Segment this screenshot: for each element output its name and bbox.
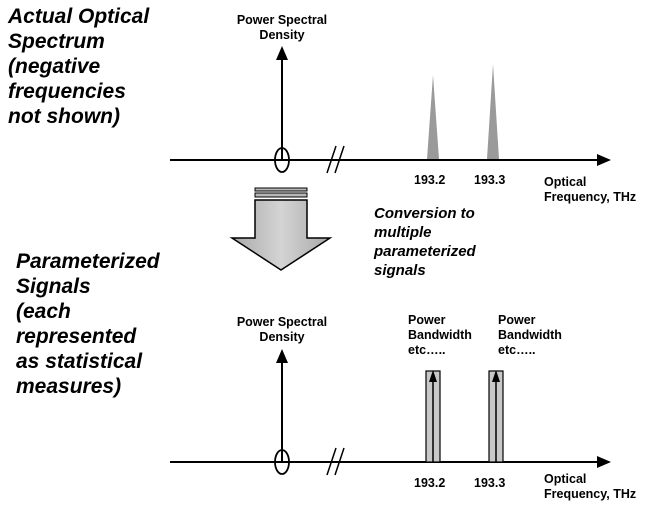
bottom-freq-label-1: 193.2 bbox=[414, 476, 446, 490]
bottom-y-axis-label: Power Spectral Density bbox=[236, 315, 328, 344]
bottom-freq-label-2: 193.3 bbox=[474, 476, 506, 490]
signal-label-2: Power Bandwidth etc….. bbox=[498, 313, 562, 357]
top-panel-graphics bbox=[170, 46, 611, 174]
spectral-peak-193-3 bbox=[487, 64, 499, 159]
spectral-peak-193-2 bbox=[427, 75, 439, 159]
bottom-y-axis-arrowhead bbox=[276, 349, 288, 363]
bottom-x-axis-arrowhead bbox=[597, 456, 611, 468]
bottom-zero-marker bbox=[274, 449, 290, 475]
top-y-axis-arrowhead bbox=[276, 46, 288, 60]
top-axis-break bbox=[326, 145, 345, 174]
top-x-axis-label: Optical Frequency, THz bbox=[544, 175, 637, 204]
bottom-x-axis-label: Optical Frequency, THz bbox=[544, 472, 637, 501]
top-freq-label-2: 193.3 bbox=[474, 173, 506, 187]
conversion-label: Conversion to multiple parameterized sig… bbox=[374, 205, 476, 279]
top-freq-label-1: 193.2 bbox=[414, 173, 446, 187]
parameterized-signal-193-3 bbox=[488, 370, 504, 463]
top-zero-marker bbox=[274, 147, 290, 173]
bottom-heading: Parameterized Signals (each represented … bbox=[16, 250, 160, 398]
conversion-arrow bbox=[229, 187, 333, 271]
top-heading: Actual Optical Spectrum (negative freque… bbox=[8, 5, 150, 128]
top-y-axis-label: Power Spectral Density bbox=[236, 13, 328, 42]
top-x-axis-arrowhead bbox=[597, 154, 611, 166]
signal-label-1: Power Bandwidth etc….. bbox=[408, 313, 472, 357]
bottom-axis-break bbox=[326, 447, 345, 476]
bottom-panel-graphics bbox=[170, 349, 611, 476]
parameterized-signal-193-2 bbox=[425, 370, 441, 463]
